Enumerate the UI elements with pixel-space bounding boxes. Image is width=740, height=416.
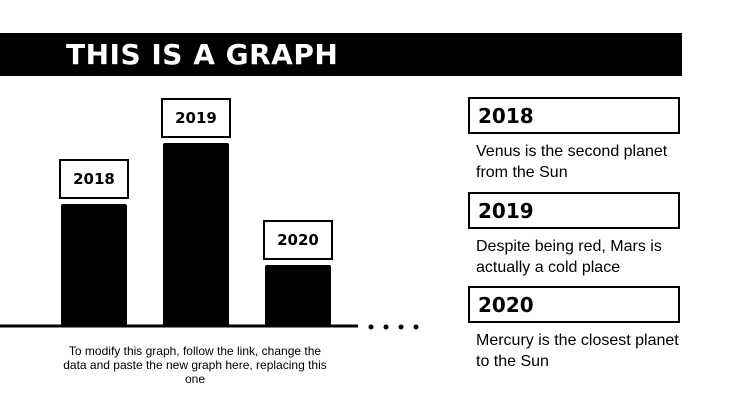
bar-2018 bbox=[61, 204, 127, 326]
bars-group: 2018 2019 2020 bbox=[59, 98, 333, 326]
continuation-dot bbox=[398, 324, 404, 330]
continuation-dot bbox=[413, 324, 419, 330]
page-title: THIS IS A GRAPH bbox=[66, 38, 339, 71]
bar-2019 bbox=[163, 143, 229, 326]
card-label-2019: 2019 bbox=[468, 192, 680, 229]
bar-label-2020: 2020 bbox=[277, 231, 319, 249]
card-label-2020: 2020 bbox=[468, 286, 680, 323]
bar-2020 bbox=[265, 265, 331, 326]
bar-label-box-2019 bbox=[161, 98, 231, 138]
bar-label-box-2020 bbox=[263, 220, 333, 260]
card-description-2020: Mercury is the closest planet to the Sun bbox=[476, 332, 679, 370]
card-description-2019: Despite being red, Mars is actually a co… bbox=[476, 238, 662, 276]
card-label-2018: 2018 bbox=[468, 97, 680, 134]
continuation-dot bbox=[383, 324, 389, 330]
card-description-2018: Venus is the second planet from the Sun bbox=[476, 143, 668, 181]
bar-chart: 2018 2019 2020 bbox=[0, 98, 419, 330]
continuation-dots bbox=[368, 324, 419, 330]
bar-label-2019: 2019 bbox=[175, 109, 217, 127]
title-bar: THIS IS A GRAPH bbox=[0, 33, 682, 76]
bar-label-2018: 2018 bbox=[73, 170, 115, 188]
bar-label-box-2018 bbox=[59, 159, 129, 199]
continuation-dot bbox=[368, 324, 374, 330]
chart-note: To modify this graph, follow the link, c… bbox=[63, 344, 327, 386]
